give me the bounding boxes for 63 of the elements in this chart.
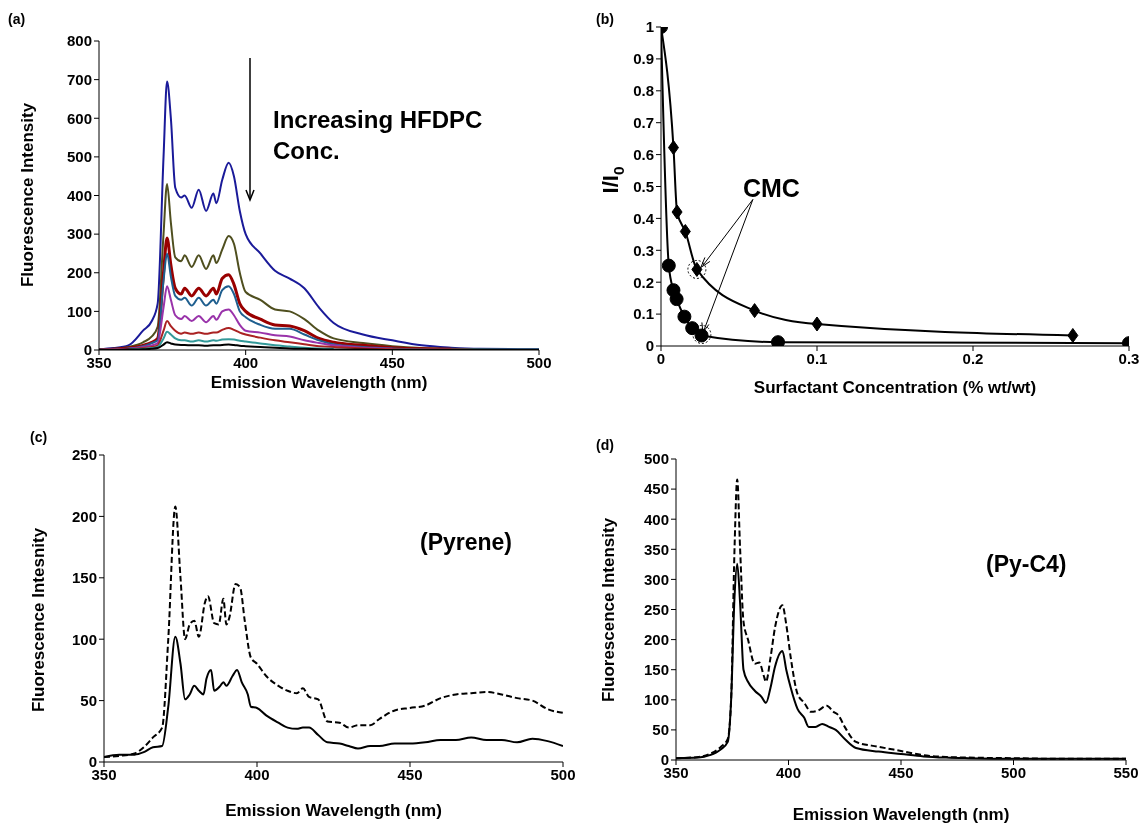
annotation: (Pyrene) [420,528,514,557]
x-tick-label: 450 [379,353,405,371]
y-tick-label: 100 [643,691,669,709]
y-tick-label: 700 [66,70,92,88]
y-tick-label: 0.7 [633,114,654,132]
x-tick-label: 550 [1113,763,1139,781]
x-tick-label: 0.1 [806,349,828,367]
y-tick-label: 250 [643,600,669,618]
y-tick-label: 0.1 [633,305,654,323]
x-tick-label: 500 [1000,763,1027,781]
y-tick-label: 400 [643,510,669,528]
y-tick-label: 100 [66,302,92,320]
x-tick-label: 500 [550,765,576,783]
chart-title: (a) [8,11,26,27]
y-tick-label: 450 [643,480,669,498]
y-tick-label: 50 [80,691,97,709]
y-tick-label: 400 [66,186,92,204]
x-tick-label: 400 [775,763,802,781]
chart-title: (d) [596,437,614,453]
annotation: (Py-C4) [986,550,1068,579]
y-tick-label: 800 [66,32,92,50]
y-tick-label: 350 [643,540,669,558]
annotation: Increasing HFDPC Conc. [273,105,484,167]
chart-title: (b) [596,11,614,27]
x-axis-title: Surfactant Concentration (% wt/wt) [753,378,1037,397]
y-tick-label: 0 [645,337,654,355]
y-tick-label: 500 [66,148,92,166]
x-tick-label: 450 [397,765,423,783]
y-tick-label: 0.9 [633,50,654,68]
x-tick-label: 500 [526,353,552,371]
y-tick-label: 1 [645,18,654,36]
y-tick-label: 300 [66,225,92,243]
y-tick-label: 0.3 [633,241,654,259]
y-tick-label: 0.8 [633,82,654,100]
y-tick-label: 200 [643,630,669,648]
y-tick-label: 150 [71,569,97,587]
y-axis-title: Fluorescence Intensity [598,517,618,703]
x-tick-label: 0.2 [962,349,984,367]
y-tick-label: 0.2 [633,273,654,291]
y-tick-label: 100 [71,630,97,648]
x-tick-label: 0.3 [1118,349,1140,367]
y-tick-label: 200 [71,507,97,525]
chart-title: (c) [30,429,48,445]
y-tick-label: 0 [660,751,669,769]
y-tick-label: 300 [643,570,669,588]
x-axis-title: Emission Wavelength (nm) [225,801,442,820]
x-tick-label: 400 [233,353,259,371]
y-tick-label: 0.4 [633,209,655,227]
y-axis-title: Fluorescence Intesnity [28,527,48,713]
y-tick-label: 600 [66,109,92,127]
x-axis-title: Emission Wavelength (nm) [210,373,428,392]
x-axis-title: Emission Wavelength (nm) [792,805,1010,824]
y-axis-title: Fluorescence Intensity [17,102,37,288]
y-tick-label: 250 [71,446,97,464]
y-tick-label: 500 [643,450,669,468]
y-tick-label: 200 [66,264,92,282]
x-tick-label: 450 [888,763,914,781]
y-tick-label: 0.6 [633,145,654,163]
y-tick-label: 0.5 [633,177,654,195]
x-tick-label: 400 [244,765,270,783]
y-tick-label: 150 [643,661,669,679]
annotation: CMC [742,173,801,205]
y-tick-label: 50 [652,721,669,739]
